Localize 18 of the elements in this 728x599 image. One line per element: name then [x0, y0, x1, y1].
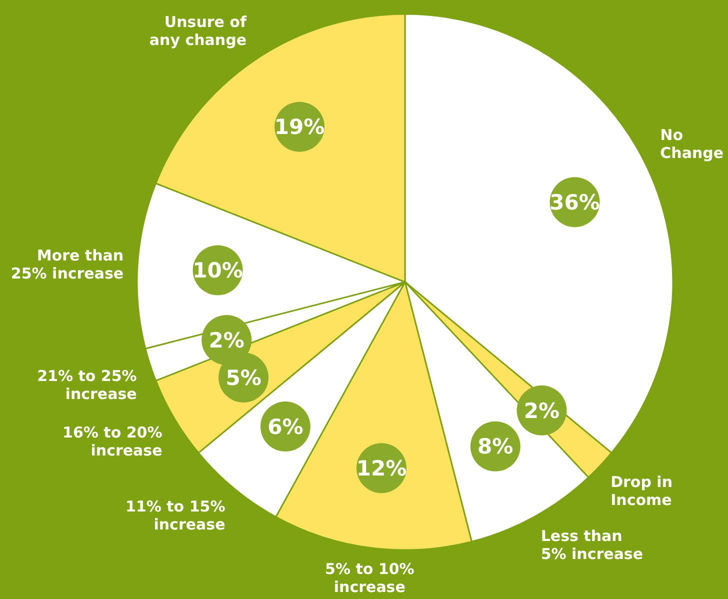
slice-label: Unsure of any change	[149, 12, 247, 49]
slice-label: More than 25% increase	[10, 246, 124, 282]
data-label: 19%	[274, 115, 325, 140]
slice-label: Less than 5% increase	[540, 527, 644, 564]
slice-label: 11% to 15% increase	[126, 497, 226, 534]
data-label: 12%	[356, 456, 407, 480]
data-label: 2%	[524, 398, 560, 423]
slice-label: Drop in Income	[610, 473, 673, 510]
slice-label: 21% to 25% increase	[37, 367, 137, 404]
data-label: 5%	[226, 366, 262, 390]
slice-label: No Change	[660, 126, 724, 162]
slice-label: 16% to 20% increase	[62, 424, 162, 460]
data-label: 8%	[478, 434, 514, 459]
data-label: 6%	[268, 414, 304, 439]
slice-label: 5% to 10% increase	[325, 560, 414, 596]
data-label: 10%	[192, 258, 243, 283]
data-label: 36%	[550, 190, 600, 214]
data-label: 2%	[208, 328, 244, 352]
